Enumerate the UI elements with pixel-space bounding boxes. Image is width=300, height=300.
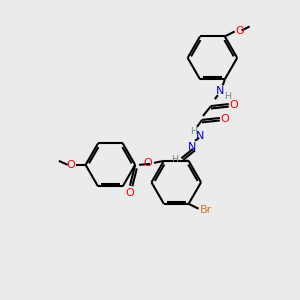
Text: N: N xyxy=(188,142,196,152)
Text: O: O xyxy=(143,158,152,168)
Text: O: O xyxy=(66,160,75,170)
Text: O: O xyxy=(230,100,239,110)
Text: O: O xyxy=(236,26,244,37)
Text: O: O xyxy=(126,188,135,198)
Text: N: N xyxy=(216,86,224,96)
Text: N: N xyxy=(196,131,204,141)
Text: H: H xyxy=(190,127,198,136)
Text: H: H xyxy=(224,92,231,101)
Text: Br: Br xyxy=(200,205,212,215)
Text: O: O xyxy=(221,114,230,124)
Text: H: H xyxy=(171,155,178,164)
